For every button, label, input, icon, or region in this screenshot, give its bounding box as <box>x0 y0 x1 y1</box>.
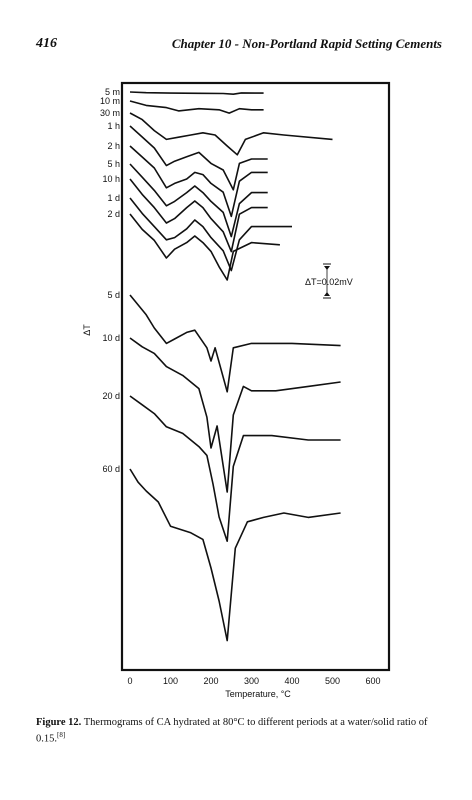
caption-reference: [8] <box>57 731 66 739</box>
series-label: 2 h <box>107 141 120 151</box>
scale-bar-label: ΔT=0.02mV <box>305 277 353 287</box>
x-tick-label: 100 <box>163 676 178 686</box>
series-label: 5 m <box>105 87 120 97</box>
series-label: 5 h <box>107 159 120 169</box>
series-label: 10 d <box>102 333 120 343</box>
thermogram-curve <box>129 145 268 218</box>
x-axis-label: Temperature, °C <box>225 689 291 699</box>
thermogram-curve <box>129 178 268 253</box>
series-label: 5 d <box>107 290 120 300</box>
thermogram-curve <box>129 100 264 114</box>
thermogram-curve <box>129 112 333 156</box>
caption-label: Figure 12. <box>36 717 82 728</box>
scale-bar-bottom-arrow <box>324 292 330 296</box>
scale-bar-top-arrow <box>324 266 330 270</box>
thermogram-curve <box>129 163 268 238</box>
caption-text: Thermograms of CA hydrated at 80°C to di… <box>36 717 428 745</box>
y-axis-label: ΔT <box>82 324 92 336</box>
x-tick-label: 200 <box>203 676 218 686</box>
thermogram-curve <box>129 197 292 272</box>
thermogram-curve <box>129 213 280 281</box>
thermogram-curve <box>129 294 341 393</box>
series-label: 1 d <box>107 193 120 203</box>
figure-caption: Figure 12. Thermograms of CA hydrated at… <box>36 716 446 746</box>
series-labels: 5 m10 m 30 m 1 h 2 h 5 h 10 h 1 d 2 d 5 d 10 d 20 … <box>100 87 120 474</box>
series-label: 30 m <box>100 108 120 118</box>
x-tick-label: 400 <box>284 676 299 686</box>
thermogram-curve <box>129 337 341 493</box>
thermogram-curves <box>129 91 341 642</box>
thermogram-curve <box>129 125 268 191</box>
running-head: Chapter 10 - Non-Portland Rapid Setting … <box>171 36 442 51</box>
series-label: 10 h <box>102 174 120 184</box>
x-tick-label: 600 <box>365 676 380 686</box>
x-tick-label: 300 <box>244 676 259 686</box>
scale-bar: ΔT=0.02mV <box>305 263 353 299</box>
thermogram-curve <box>129 91 264 95</box>
x-tick-label: 500 <box>325 676 340 686</box>
thermogram-curve <box>129 468 341 642</box>
series-label: 10 m <box>100 96 120 106</box>
series-label: 2 d <box>107 209 120 219</box>
x-axis-tick-labels: 0 100 200 300 400 500 600 <box>127 676 380 686</box>
series-label: 20 d <box>102 391 120 401</box>
plot-frame <box>120 81 391 672</box>
x-tick-label: 0 <box>127 676 132 686</box>
thermogram-curve <box>129 395 341 542</box>
page-number: 416 <box>36 36 57 51</box>
series-label: 60 d <box>102 464 120 474</box>
series-label: 1 h <box>107 121 120 131</box>
